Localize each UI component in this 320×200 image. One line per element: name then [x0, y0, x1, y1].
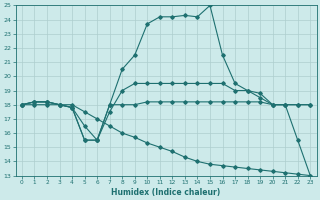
X-axis label: Humidex (Indice chaleur): Humidex (Indice chaleur) — [111, 188, 221, 197]
